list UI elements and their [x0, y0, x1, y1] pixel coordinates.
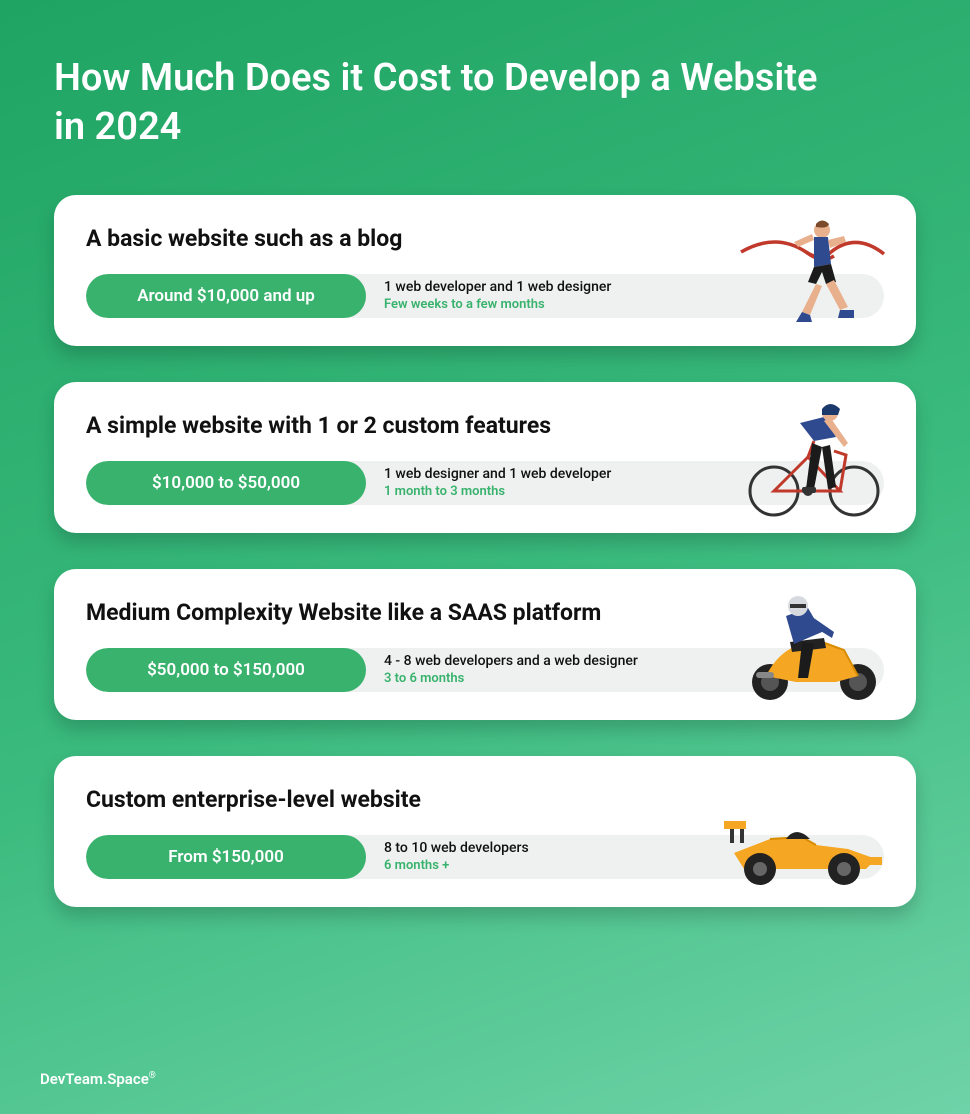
tier-price-pill: Around $10,000 and up [86, 274, 366, 318]
brand-label: DevTeam.Space® [40, 1070, 156, 1088]
tier-card: A simple website with 1 or 2 custom feat… [54, 382, 916, 533]
tier-duration: 1 month to 3 months [384, 484, 744, 500]
tier-price-pill: From $150,000 [86, 835, 366, 879]
tier-team: 1 web developer and 1 web designer [384, 279, 744, 297]
tier-card: Medium Complexity Website like a SAAS pl… [54, 569, 916, 720]
tier-team: 4 - 8 web developers and a web designer [384, 653, 744, 671]
runner-icon [736, 212, 886, 332]
tier-cards-container: A basic website such as a blog Around $1… [54, 195, 916, 907]
tier-duration: 6 months + [384, 858, 744, 874]
racecar-icon [736, 773, 886, 893]
tier-price-pill: $10,000 to $50,000 [86, 461, 366, 505]
cyclist-icon [736, 399, 886, 519]
tier-price-pill: $50,000 to $150,000 [86, 648, 366, 692]
tier-card: A basic website such as a blog Around $1… [54, 195, 916, 346]
tier-duration: Few weeks to a few months [384, 297, 744, 313]
tier-duration: 3 to 6 months [384, 671, 744, 687]
tier-team: 1 web designer and 1 web developer [384, 466, 744, 484]
tier-team: 8 to 10 web developers [384, 840, 744, 858]
brand-symbol: ® [149, 1071, 156, 1081]
motorcycle-icon [736, 586, 886, 706]
tier-card: Custom enterprise-level website From $15… [54, 756, 916, 907]
brand-name: DevTeam.Space [40, 1070, 149, 1088]
page-title: How Much Does it Cost to Develop a Websi… [54, 54, 834, 151]
